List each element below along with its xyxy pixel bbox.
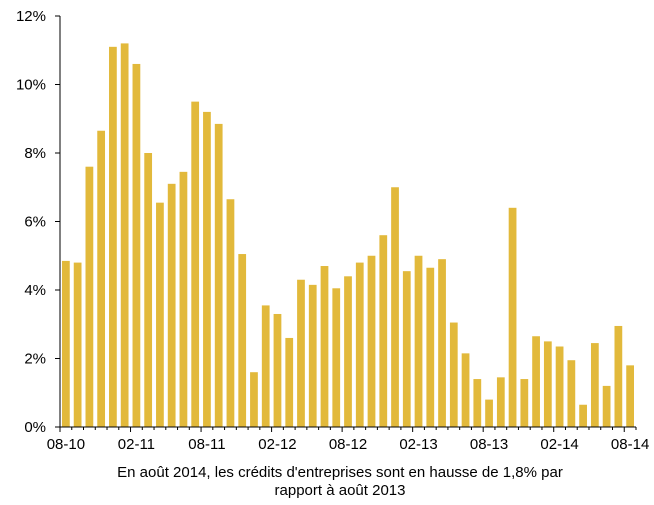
- bar: [97, 130, 106, 428]
- x-tick-label: 02-12: [258, 436, 296, 453]
- x-tick-label: 08-10: [47, 436, 85, 453]
- bar: [344, 276, 352, 427]
- bar: [414, 255, 423, 427]
- bar: [132, 63, 141, 427]
- bar: [226, 199, 235, 427]
- bar: [62, 260, 70, 427]
- bar: [214, 123, 223, 427]
- bar: [473, 379, 482, 427]
- bar: [485, 399, 493, 427]
- y-tick-label: 12%: [16, 8, 46, 25]
- bar: [238, 254, 247, 427]
- bar: [461, 353, 470, 427]
- bar: [285, 337, 294, 427]
- bar: [73, 262, 82, 427]
- y-tick-label: 0%: [24, 419, 46, 436]
- caption-line-1: En août 2014, les crédits d'entreprises …: [117, 464, 563, 481]
- y-tick-label: 2%: [24, 351, 46, 368]
- bar: [391, 187, 399, 427]
- bar: [402, 271, 411, 427]
- bar: [109, 46, 117, 427]
- bar: [496, 377, 505, 427]
- bar: [614, 325, 623, 427]
- bar: [144, 153, 153, 427]
- bar: [590, 343, 599, 427]
- bar: [332, 288, 341, 427]
- bar: [85, 166, 94, 427]
- bar: [120, 43, 129, 428]
- x-tick-label: 02-13: [399, 436, 437, 453]
- x-tick-label: 02-14: [540, 436, 578, 453]
- chart-caption: En août 2014, les crédits d'entreprises …: [40, 464, 640, 500]
- bar: [520, 379, 529, 427]
- bar: [532, 336, 540, 427]
- axes-group: [55, 15, 637, 432]
- bar: [567, 360, 576, 427]
- x-tick-label: 08-13: [470, 436, 508, 453]
- bar: [167, 183, 176, 427]
- y-tick-label: 6%: [24, 214, 46, 231]
- y-tick-label: 4%: [24, 282, 46, 299]
- bar: [508, 207, 517, 427]
- bar: [602, 385, 611, 427]
- x-tick-label: 08-11: [188, 436, 225, 453]
- bar: [320, 266, 329, 427]
- bar: [579, 404, 587, 427]
- bar: [273, 313, 282, 427]
- bar: [555, 346, 564, 427]
- x-tick-label: 08-14: [611, 436, 649, 453]
- x-tick-label: 08-12: [329, 436, 367, 453]
- bar: [261, 305, 270, 427]
- y-tick-label: 10%: [16, 77, 46, 94]
- y-tick-labels: 0% 2% 4% 6% 8% 10% 12%: [16, 8, 46, 436]
- y-tick-label: 8%: [24, 145, 46, 162]
- bar: [426, 267, 435, 427]
- x-tick-label: 02-11: [118, 436, 155, 453]
- bar: [250, 372, 258, 427]
- bar: [449, 322, 458, 427]
- caption-line-2: rapport à août 2013: [274, 482, 406, 499]
- bar: [179, 171, 188, 427]
- bar: [355, 262, 364, 427]
- bar: [379, 235, 388, 427]
- bar: [308, 284, 317, 427]
- bar: [367, 255, 376, 427]
- bar: [543, 341, 552, 428]
- bar: [203, 111, 211, 428]
- bar: [297, 279, 305, 427]
- x-tick-labels: 08-10 02-11 08-11 02-12 08-12 02-13 08-13 02-14…: [47, 436, 650, 453]
- bar: [438, 259, 446, 427]
- bar: [191, 101, 200, 428]
- bar: [626, 365, 634, 427]
- bar: [156, 202, 164, 427]
- bars-group: [62, 43, 634, 428]
